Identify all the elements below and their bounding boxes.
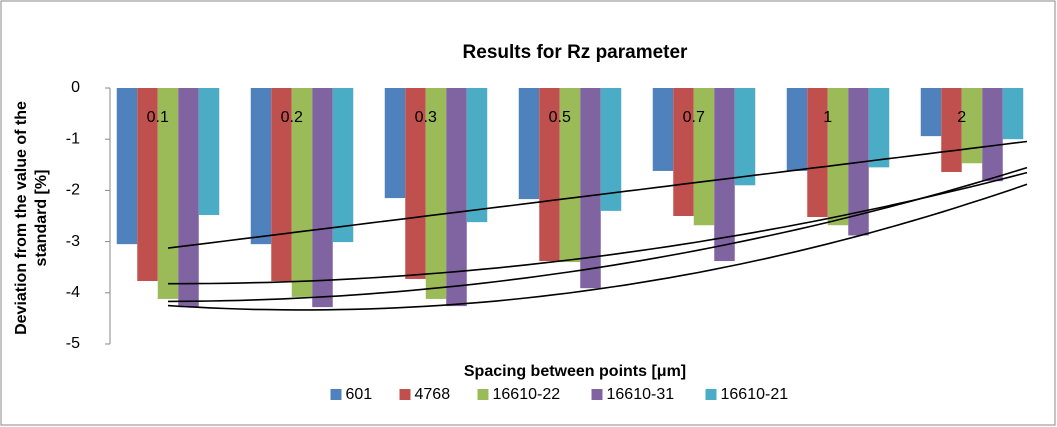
bar: [673, 88, 694, 216]
legend-swatch: [591, 389, 603, 400]
bar: [116, 88, 138, 245]
y-tick-label: -3: [66, 233, 80, 250]
y-axis-title-line: standard [%]: [33, 170, 50, 267]
bar: [384, 88, 406, 199]
legend-label: 16610-31: [607, 386, 675, 403]
bar: [137, 88, 158, 282]
trendline: [167, 183, 1028, 311]
legend-swatch: [330, 389, 342, 400]
bar: [714, 88, 735, 262]
trendline: [167, 166, 1028, 303]
category-label: 0.1: [147, 109, 169, 126]
bar: [425, 88, 447, 299]
bar: [559, 88, 581, 263]
bar: [291, 88, 313, 297]
chart-title: Results for Rz parameter: [463, 42, 689, 63]
y-tick-label: -4: [66, 284, 80, 301]
bar: [693, 88, 715, 226]
bar: [518, 88, 540, 200]
legend-label: 4768: [415, 386, 451, 403]
bar: [1002, 88, 1024, 140]
bar: [157, 88, 179, 299]
bar: [961, 88, 983, 164]
bar: [580, 88, 601, 289]
legend-swatch: [399, 389, 411, 400]
bar: [332, 88, 354, 243]
bar: [250, 88, 272, 245]
bar: [446, 88, 467, 307]
bar: [178, 88, 199, 308]
legend-label: 16610-22: [493, 386, 561, 403]
legend-swatch: [705, 389, 717, 400]
bar: [734, 88, 756, 186]
x-axis-title: Spacing between points [μm]: [464, 363, 686, 380]
bar: [868, 88, 890, 168]
y-tick-label: -1: [66, 130, 80, 147]
trendline: [167, 140, 1028, 249]
category-label: 0.5: [549, 109, 571, 126]
trendline: [168, 171, 1028, 285]
category-label: 1: [823, 109, 832, 126]
bar: [652, 88, 674, 171]
bar: [312, 88, 333, 308]
bar: [198, 88, 220, 215]
legend-label: 601: [346, 386, 373, 403]
y-tick-label: -2: [66, 182, 80, 199]
category-label: 0.3: [415, 109, 437, 126]
y-axis-title: Deviation from the value of the standard…: [13, 101, 50, 335]
category-label: 0.7: [683, 109, 705, 126]
bar: [807, 88, 828, 218]
bar: [982, 88, 1003, 182]
y-tick-label: 0: [71, 79, 80, 96]
legend-label: 16610-21: [721, 386, 789, 403]
bar: [941, 88, 962, 172]
category-label: 2: [957, 109, 966, 126]
bar: [600, 88, 622, 211]
category-label: 0.2: [281, 109, 303, 126]
bar: [539, 88, 560, 262]
y-axis-title-line: Deviation from the value of the: [13, 101, 30, 335]
bar: [786, 88, 808, 171]
y-tick-label: -5: [66, 335, 80, 352]
bar: [920, 88, 942, 137]
bar: [466, 88, 488, 223]
bar: [827, 88, 849, 226]
legend-swatch: [477, 389, 489, 400]
bar: [405, 88, 426, 279]
